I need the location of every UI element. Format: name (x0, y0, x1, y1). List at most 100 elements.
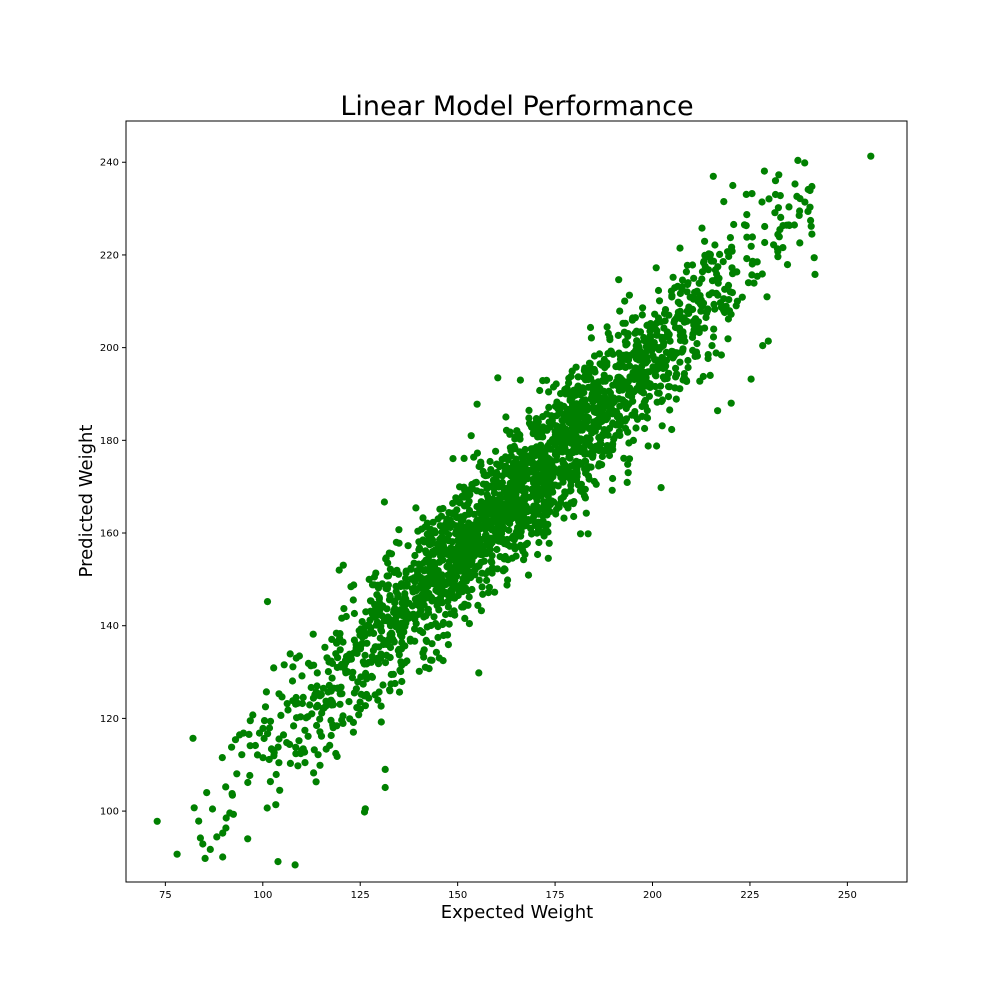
data-point (420, 653, 428, 661)
data-point (603, 442, 611, 450)
data-point (435, 599, 443, 608)
data-point (328, 674, 336, 682)
data-point (796, 207, 804, 215)
data-point (564, 433, 572, 441)
data-point (544, 464, 552, 472)
data-point (406, 635, 414, 643)
data-point (709, 172, 717, 180)
data-point (532, 418, 540, 426)
data-point (749, 257, 757, 265)
data-point (350, 636, 358, 644)
data-point (679, 376, 687, 384)
data-point (622, 415, 631, 423)
data-point (352, 644, 360, 652)
data-point (173, 850, 181, 858)
data-point (443, 631, 452, 639)
data-point (776, 192, 784, 200)
x-tick-label: 150 (448, 890, 467, 901)
data-point (461, 560, 469, 568)
data-point (609, 446, 617, 454)
data-point (424, 609, 433, 617)
data-point (361, 702, 369, 710)
data-point (481, 531, 490, 540)
data-point (564, 504, 572, 512)
y-tick-label: 160 (100, 529, 119, 540)
data-point (312, 778, 320, 786)
data-point (658, 422, 666, 430)
data-point (528, 530, 536, 538)
data-point (345, 698, 353, 706)
data-point (478, 569, 486, 577)
data-point (460, 454, 468, 462)
data-point (494, 374, 502, 382)
data-point (584, 530, 592, 538)
data-point (618, 356, 626, 364)
data-point (449, 545, 457, 553)
data-point (199, 840, 207, 848)
data-point (411, 551, 419, 560)
data-point (576, 413, 584, 421)
data-point (678, 283, 686, 291)
data-point (708, 342, 716, 350)
data-point (474, 601, 482, 610)
data-point (381, 783, 389, 792)
data-point (195, 817, 203, 825)
data-point (638, 311, 646, 319)
data-point (727, 310, 735, 318)
data-point (686, 293, 694, 301)
data-point (392, 582, 400, 590)
data-point (499, 535, 507, 543)
data-point (646, 327, 654, 335)
data-point (531, 427, 539, 435)
data-point (712, 349, 720, 357)
data-point (354, 678, 362, 686)
points-layer (153, 152, 875, 869)
data-point (206, 845, 214, 854)
data-point (509, 534, 517, 543)
data-point (379, 681, 387, 689)
data-point (619, 379, 627, 387)
data-point (493, 469, 501, 477)
data-point (673, 349, 681, 357)
data-point (635, 383, 643, 391)
data-point (394, 593, 402, 601)
data-point (748, 190, 756, 198)
data-point (645, 392, 654, 400)
data-point (676, 358, 684, 366)
data-point (791, 180, 799, 188)
data-point (774, 253, 782, 261)
data-point (540, 482, 549, 490)
data-point (420, 601, 428, 609)
data-point (153, 817, 161, 825)
data-point (332, 629, 340, 637)
data-point (595, 460, 604, 468)
data-point (286, 650, 294, 658)
data-point (545, 424, 553, 432)
data-point (728, 264, 736, 272)
data-point (497, 461, 505, 469)
data-point (500, 525, 508, 533)
data-point (620, 328, 629, 336)
data-point (668, 292, 676, 300)
data-point (433, 540, 441, 548)
data-point (384, 572, 393, 580)
data-point (698, 224, 706, 232)
data-point (359, 680, 367, 688)
data-point (493, 545, 501, 554)
data-point (706, 371, 714, 379)
data-point (738, 293, 746, 301)
data-point (420, 646, 428, 654)
data-point (689, 317, 697, 326)
data-point (587, 365, 595, 373)
data-point (657, 382, 665, 390)
data-point (471, 571, 479, 579)
data-point (353, 704, 361, 712)
data-point (558, 416, 566, 424)
data-point (266, 778, 274, 786)
data-point (283, 700, 291, 708)
data-point (324, 688, 332, 696)
data-point (732, 302, 740, 310)
data-point (362, 669, 370, 678)
data-point (560, 514, 568, 522)
data-point (534, 518, 543, 526)
